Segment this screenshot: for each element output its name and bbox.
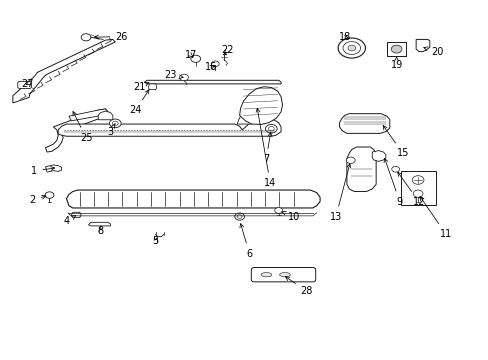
FancyBboxPatch shape: [251, 267, 315, 282]
Text: 26: 26: [94, 32, 127, 41]
Circle shape: [347, 45, 355, 51]
Text: 21: 21: [133, 82, 149, 92]
Text: 16: 16: [205, 62, 217, 72]
Circle shape: [390, 45, 401, 53]
Circle shape: [342, 41, 360, 54]
Text: 23: 23: [163, 70, 183, 80]
Circle shape: [190, 55, 200, 62]
Circle shape: [337, 38, 365, 58]
Circle shape: [45, 192, 54, 198]
Text: 14: 14: [256, 108, 276, 188]
Polygon shape: [45, 109, 108, 152]
Text: 1: 1: [31, 166, 55, 176]
Text: 4: 4: [63, 216, 76, 226]
Circle shape: [81, 34, 91, 41]
Ellipse shape: [261, 273, 271, 277]
Text: 3: 3: [107, 124, 115, 136]
Polygon shape: [18, 81, 31, 89]
Polygon shape: [71, 212, 81, 218]
Text: 18: 18: [338, 32, 350, 42]
Text: 22: 22: [221, 45, 233, 55]
Polygon shape: [69, 109, 108, 121]
Text: 20: 20: [423, 46, 442, 57]
Text: 8: 8: [98, 226, 103, 236]
Text: 5: 5: [152, 236, 159, 246]
Text: 19: 19: [390, 57, 402, 70]
Polygon shape: [148, 84, 157, 90]
Circle shape: [109, 119, 121, 128]
Circle shape: [237, 215, 242, 219]
Circle shape: [211, 61, 219, 67]
Polygon shape: [98, 111, 113, 120]
Circle shape: [412, 190, 422, 197]
Text: 2: 2: [29, 195, 46, 205]
Polygon shape: [339, 114, 389, 134]
Polygon shape: [346, 147, 375, 192]
Polygon shape: [45, 165, 61, 172]
Text: 7: 7: [263, 132, 271, 164]
Text: 25: 25: [73, 112, 92, 143]
Circle shape: [274, 208, 282, 213]
Text: 17: 17: [184, 50, 197, 60]
Circle shape: [234, 213, 244, 220]
Text: 24: 24: [129, 90, 149, 115]
Polygon shape: [415, 40, 429, 51]
Bar: [386, 42, 406, 56]
Circle shape: [179, 74, 188, 81]
Circle shape: [346, 157, 354, 163]
Circle shape: [265, 125, 277, 133]
Polygon shape: [58, 120, 281, 136]
Circle shape: [411, 176, 423, 184]
Polygon shape: [371, 150, 385, 161]
Text: 15: 15: [383, 126, 408, 158]
Text: 11: 11: [419, 197, 451, 239]
Circle shape: [268, 127, 274, 131]
Text: 12: 12: [397, 172, 424, 207]
Polygon shape: [66, 190, 320, 208]
Polygon shape: [13, 40, 115, 103]
Text: 10: 10: [282, 211, 300, 221]
Circle shape: [112, 121, 118, 126]
Text: 27: 27: [21, 79, 34, 89]
Text: 28: 28: [285, 277, 312, 296]
Polygon shape: [239, 87, 282, 125]
Text: 9: 9: [383, 158, 402, 207]
Text: 13: 13: [329, 164, 350, 221]
Polygon shape: [88, 222, 110, 226]
Circle shape: [391, 166, 399, 172]
Bar: [400, 171, 435, 205]
Polygon shape: [144, 80, 281, 84]
Ellipse shape: [279, 273, 290, 277]
Text: 6: 6: [240, 224, 252, 258]
Polygon shape: [237, 115, 251, 124]
